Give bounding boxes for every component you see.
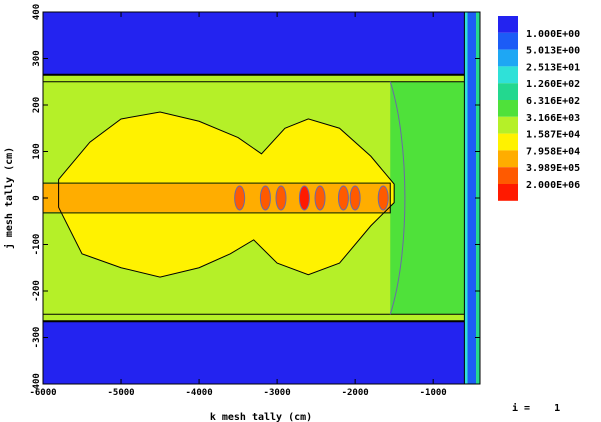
region-edge-blue-strip xyxy=(467,12,477,384)
legend-swatch xyxy=(498,167,518,184)
legend-label: 5.013E+00 xyxy=(526,46,580,57)
legend-swatch xyxy=(498,16,518,33)
region-lower-blue-band xyxy=(43,321,465,384)
y-tick-label: -400 xyxy=(32,373,42,395)
y-tick-label: 200 xyxy=(32,97,42,113)
legend-swatch xyxy=(498,83,518,100)
region-upper-blue-band xyxy=(43,12,465,75)
legend-label: 2.000E+06 xyxy=(526,180,580,191)
contour-yellow-outline xyxy=(58,111,395,278)
x-tick-label: -4000 xyxy=(186,388,213,398)
legend-label: 1.587E+04 xyxy=(526,130,580,141)
contour-right-arc xyxy=(389,81,406,315)
contour-lines xyxy=(42,12,465,384)
legend-swatch xyxy=(498,184,518,201)
hotspot xyxy=(275,185,287,211)
index-annotation: i = 1 xyxy=(512,403,560,414)
y-tick-label: 0 xyxy=(32,195,42,200)
hotspot xyxy=(337,185,349,211)
y-tick-label: -200 xyxy=(32,280,42,302)
legend: 1.000E+00 5.013E+00 2.513E+01 1.260E+02 6.31… xyxy=(498,16,580,201)
y-axis-label: j mesh tally (cm) xyxy=(3,147,15,249)
axis-ticks: -6000 -5000 -4000 -3000 -2000 -1000-400-300-2… xyxy=(29,4,480,398)
hotspot xyxy=(259,185,271,211)
legend-swatch xyxy=(498,116,518,134)
legend-swatch xyxy=(498,49,518,67)
y-tick-label: 400 xyxy=(32,4,42,20)
legend-label: 3.166E+03 xyxy=(526,113,580,124)
legend-label: 1.000E+00 xyxy=(526,29,580,40)
heatmap-area xyxy=(43,12,480,384)
x-tick-label: -3000 xyxy=(264,388,291,398)
y-tick-label: 300 xyxy=(32,50,42,66)
legend-label: 2.513E+01 xyxy=(526,62,580,73)
x-tick-label: -5000 xyxy=(107,388,134,398)
y-tick-label: -300 xyxy=(32,327,42,349)
legend-label: 6.316E+02 xyxy=(526,96,580,107)
index-label: i = xyxy=(512,403,531,414)
x-axis-label: k mesh tally (cm) xyxy=(210,412,312,422)
legend-label: 7.958E+04 xyxy=(526,146,580,157)
legend-swatch xyxy=(498,66,518,84)
hotspot xyxy=(234,185,246,211)
region-orange-core-top xyxy=(43,184,391,212)
y-tick-label: 100 xyxy=(32,143,42,159)
x-tick-label: -1000 xyxy=(420,388,447,398)
y-tick-label: -100 xyxy=(32,234,42,256)
legend-swatch xyxy=(498,133,518,151)
x-tick-label: -2000 xyxy=(342,388,369,398)
legend-swatch xyxy=(498,100,518,117)
legend-swatch xyxy=(498,150,518,168)
region-right-green-zone xyxy=(390,81,465,315)
x-tick-label: -6000 xyxy=(29,388,56,398)
legend-label: 1.260E+02 xyxy=(526,79,580,90)
hotspot xyxy=(377,185,389,211)
hotspot xyxy=(298,185,310,211)
legend-swatch xyxy=(498,32,518,50)
hotspot xyxy=(349,185,361,211)
index-value: 1 xyxy=(554,403,561,414)
hotspot xyxy=(314,185,326,211)
legend-label: 3.989E+05 xyxy=(526,163,580,174)
